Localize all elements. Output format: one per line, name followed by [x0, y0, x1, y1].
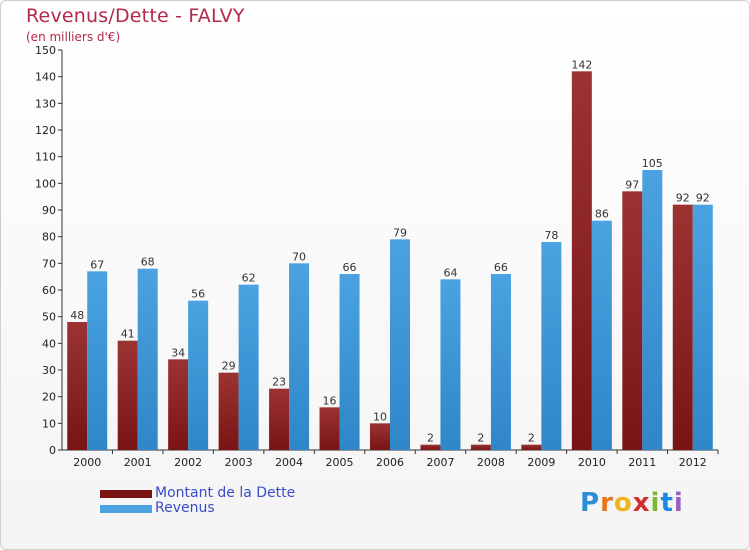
data-label-dette: 142 [571, 58, 592, 71]
y-tick-label: 140 [35, 71, 56, 84]
x-tick-label: 2004 [275, 456, 303, 469]
y-tick-label: 110 [35, 151, 56, 164]
y-tick-label: 0 [49, 444, 56, 457]
data-label-dette: 48 [70, 309, 84, 322]
bar-dette [218, 372, 239, 450]
bar-dette [319, 407, 340, 450]
bar-dette [470, 444, 491, 450]
bar-dette [672, 204, 693, 450]
legend-label-revenus: Revenus [155, 500, 215, 516]
data-label-revenus: 105 [642, 157, 663, 170]
x-tick-label: 2005 [326, 456, 354, 469]
bar-revenus [541, 242, 562, 450]
bar-dette [521, 444, 542, 450]
chart-subtitle: (en milliers d'€) [26, 30, 121, 44]
bar-revenus [87, 271, 108, 450]
bar-revenus [390, 239, 410, 450]
y-tick-label: 120 [35, 124, 56, 137]
data-label-dette: 97 [625, 178, 639, 191]
bar-dette [67, 322, 88, 450]
bar-dette [168, 359, 189, 450]
bar-revenus [440, 279, 461, 450]
bar-revenus [692, 204, 713, 450]
bar-revenus [137, 268, 158, 450]
x-tick-label: 2008 [477, 456, 505, 469]
y-tick-label: 80 [42, 231, 56, 244]
bar-revenus [642, 170, 663, 450]
x-tick-label: 2000 [73, 456, 101, 469]
y-tick-label: 30 [42, 364, 56, 377]
data-label-dette: 34 [171, 346, 185, 359]
bar-revenus [339, 274, 360, 450]
y-tick-label: 50 [42, 311, 56, 324]
data-label-revenus: 66 [494, 261, 508, 274]
bar-dette [571, 71, 592, 450]
bar-dette [420, 444, 441, 450]
x-tick-label: 2009 [527, 456, 555, 469]
legend-item-revenus: Revenus [100, 501, 295, 516]
data-label-revenus: 66 [343, 261, 357, 274]
legend-label-dette: Montant de la Dette [155, 485, 296, 501]
data-label-revenus: 92 [696, 192, 710, 205]
bar-dette [269, 388, 290, 450]
x-tick-label: 2011 [628, 456, 656, 469]
legend-item-dette: Montant de la Dette [100, 486, 295, 501]
y-tick-label: 130 [35, 97, 56, 110]
logo-letter: P [580, 488, 601, 518]
logo-letter: x [632, 488, 651, 518]
logo-letter: t [660, 488, 674, 518]
y-tick-label: 150 [35, 44, 56, 57]
logo-letter: o [613, 488, 633, 518]
bar-dette [117, 340, 138, 450]
y-tick-label: 100 [35, 177, 56, 190]
bar-revenus [188, 300, 209, 450]
y-tick-label: 60 [42, 284, 56, 297]
x-tick-label: 2012 [679, 456, 707, 469]
data-label-dette: 2 [528, 432, 535, 445]
chart-title: Revenus/Dette - FALVY [26, 5, 245, 27]
data-label-revenus: 64 [443, 266, 457, 279]
x-tick-label: 2010 [578, 456, 606, 469]
logo-letter: r [600, 488, 614, 518]
logo-letter: i [650, 488, 661, 518]
y-tick-label: 90 [42, 204, 56, 217]
data-label-revenus: 68 [141, 256, 155, 269]
data-label-revenus: 79 [393, 226, 407, 239]
y-tick-label: 10 [42, 417, 56, 430]
y-tick-label: 70 [42, 257, 56, 270]
x-tick-label: 2006 [376, 456, 404, 469]
legend: Montant de la Dette Revenus [100, 486, 295, 516]
data-label-dette: 23 [272, 376, 286, 389]
legend-swatch-dette [100, 489, 152, 498]
data-label-dette: 29 [222, 360, 236, 373]
data-label-dette: 10 [373, 410, 387, 423]
bar-revenus [289, 263, 310, 450]
data-label-revenus: 86 [595, 208, 609, 221]
data-label-dette: 2 [427, 432, 434, 445]
data-label-dette: 92 [676, 192, 690, 205]
y-tick-label: 40 [42, 337, 56, 350]
data-label-revenus: 56 [191, 288, 205, 301]
data-label-revenus: 78 [544, 229, 558, 242]
x-tick-label: 2002 [174, 456, 202, 469]
proxiti-logo: Proxiti [580, 488, 684, 518]
x-tick-label: 2007 [426, 456, 454, 469]
data-label-revenus: 67 [90, 258, 104, 271]
bar-revenus [490, 274, 511, 450]
legend-swatch-revenus [100, 504, 152, 513]
data-label-dette: 2 [477, 432, 484, 445]
bar-dette [622, 191, 643, 451]
y-tick-label: 20 [42, 391, 56, 404]
x-tick-label: 2001 [124, 456, 152, 469]
bar-revenus [238, 284, 259, 450]
x-tick-label: 2003 [225, 456, 253, 469]
data-label-revenus: 70 [292, 250, 306, 263]
data-label-dette: 41 [121, 328, 135, 341]
logo-letter: i [673, 488, 684, 518]
data-label-revenus: 62 [242, 272, 256, 285]
data-label-dette: 16 [323, 394, 337, 407]
bar-dette [370, 423, 390, 450]
bar-revenus [591, 220, 612, 450]
